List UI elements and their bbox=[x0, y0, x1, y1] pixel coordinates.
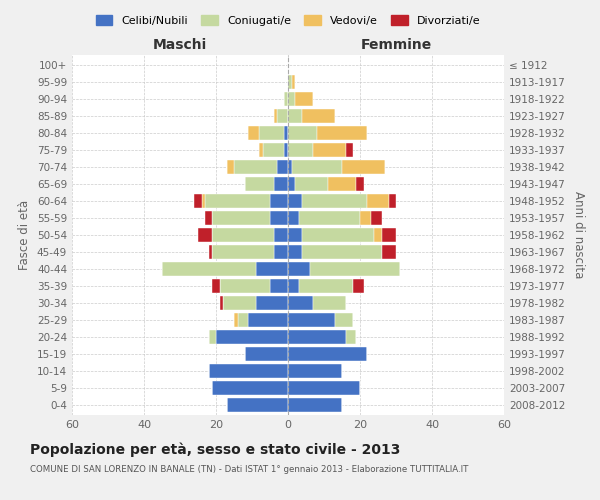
Bar bbox=[284, 144, 288, 157]
Bar bbox=[202, 194, 205, 208]
Bar bbox=[205, 211, 212, 225]
Bar bbox=[270, 279, 288, 292]
Bar bbox=[284, 92, 288, 106]
Bar bbox=[382, 228, 396, 242]
Bar bbox=[288, 279, 299, 292]
Bar bbox=[198, 228, 212, 242]
Bar bbox=[277, 110, 288, 123]
Bar bbox=[346, 330, 356, 344]
Bar bbox=[209, 245, 212, 259]
Bar bbox=[288, 76, 292, 89]
Bar bbox=[353, 279, 364, 292]
Bar bbox=[270, 194, 288, 208]
Y-axis label: Fasce di età: Fasce di età bbox=[19, 200, 31, 270]
Bar bbox=[317, 126, 367, 140]
Bar bbox=[209, 330, 216, 344]
Bar bbox=[335, 313, 353, 326]
Bar bbox=[302, 228, 374, 242]
Bar bbox=[382, 245, 396, 259]
Bar bbox=[288, 194, 302, 208]
Text: Maschi: Maschi bbox=[153, 38, 207, 52]
Text: Femmine: Femmine bbox=[361, 38, 431, 52]
Bar bbox=[205, 194, 270, 208]
Bar bbox=[216, 330, 288, 344]
Bar bbox=[209, 364, 288, 378]
Bar bbox=[238, 313, 248, 326]
Text: COMUNE DI SAN LORENZO IN BANALE (TN) - Dati ISTAT 1° gennaio 2013 - Elaborazione: COMUNE DI SAN LORENZO IN BANALE (TN) - D… bbox=[30, 465, 469, 474]
Bar bbox=[194, 194, 202, 208]
Bar bbox=[245, 347, 288, 360]
Bar bbox=[342, 160, 385, 174]
Bar bbox=[212, 279, 220, 292]
Bar bbox=[277, 160, 288, 174]
Bar bbox=[288, 245, 302, 259]
Bar bbox=[212, 245, 274, 259]
Bar bbox=[288, 313, 335, 326]
Bar bbox=[299, 279, 353, 292]
Bar bbox=[328, 178, 356, 191]
Bar bbox=[288, 262, 310, 276]
Bar bbox=[302, 110, 335, 123]
Bar bbox=[360, 211, 371, 225]
Bar bbox=[270, 211, 288, 225]
Bar bbox=[313, 144, 346, 157]
Bar bbox=[302, 245, 382, 259]
Bar bbox=[288, 144, 313, 157]
Bar bbox=[367, 194, 389, 208]
Bar bbox=[256, 296, 288, 310]
Bar bbox=[248, 313, 288, 326]
Bar bbox=[234, 313, 238, 326]
Y-axis label: Anni di nascita: Anni di nascita bbox=[572, 192, 585, 278]
Bar bbox=[299, 211, 360, 225]
Bar bbox=[256, 262, 288, 276]
Bar bbox=[263, 144, 284, 157]
Bar bbox=[274, 245, 288, 259]
Bar bbox=[248, 126, 259, 140]
Bar bbox=[288, 330, 346, 344]
Bar bbox=[212, 228, 274, 242]
Bar bbox=[295, 92, 313, 106]
Bar bbox=[288, 381, 360, 394]
Bar bbox=[274, 110, 277, 123]
Bar bbox=[288, 178, 295, 191]
Bar bbox=[234, 160, 277, 174]
Bar bbox=[346, 144, 353, 157]
Bar bbox=[371, 211, 382, 225]
Bar bbox=[259, 126, 284, 140]
Bar bbox=[288, 211, 299, 225]
Bar bbox=[356, 178, 364, 191]
Bar bbox=[259, 144, 263, 157]
Legend: Celibi/Nubili, Coniugati/e, Vedovi/e, Divorziati/e: Celibi/Nubili, Coniugati/e, Vedovi/e, Di… bbox=[91, 10, 485, 30]
Bar bbox=[292, 76, 295, 89]
Bar bbox=[288, 347, 367, 360]
Bar bbox=[220, 279, 270, 292]
Text: Popolazione per età, sesso e stato civile - 2013: Popolazione per età, sesso e stato civil… bbox=[30, 442, 400, 457]
Bar bbox=[288, 398, 342, 411]
Bar bbox=[374, 228, 382, 242]
Bar bbox=[288, 110, 302, 123]
Bar bbox=[274, 228, 288, 242]
Bar bbox=[313, 296, 346, 310]
Bar bbox=[288, 364, 342, 378]
Bar bbox=[284, 126, 288, 140]
Bar bbox=[288, 126, 317, 140]
Bar bbox=[212, 381, 288, 394]
Bar bbox=[245, 178, 274, 191]
Bar bbox=[223, 296, 256, 310]
Bar bbox=[220, 296, 223, 310]
Bar bbox=[274, 178, 288, 191]
Bar bbox=[295, 178, 328, 191]
Bar bbox=[288, 228, 302, 242]
Bar bbox=[288, 160, 292, 174]
Bar bbox=[302, 194, 367, 208]
Bar bbox=[162, 262, 256, 276]
Bar bbox=[212, 211, 270, 225]
Bar bbox=[310, 262, 400, 276]
Bar bbox=[288, 92, 295, 106]
Bar bbox=[227, 160, 234, 174]
Bar bbox=[292, 160, 342, 174]
Bar bbox=[389, 194, 396, 208]
Bar bbox=[227, 398, 288, 411]
Bar bbox=[288, 296, 313, 310]
